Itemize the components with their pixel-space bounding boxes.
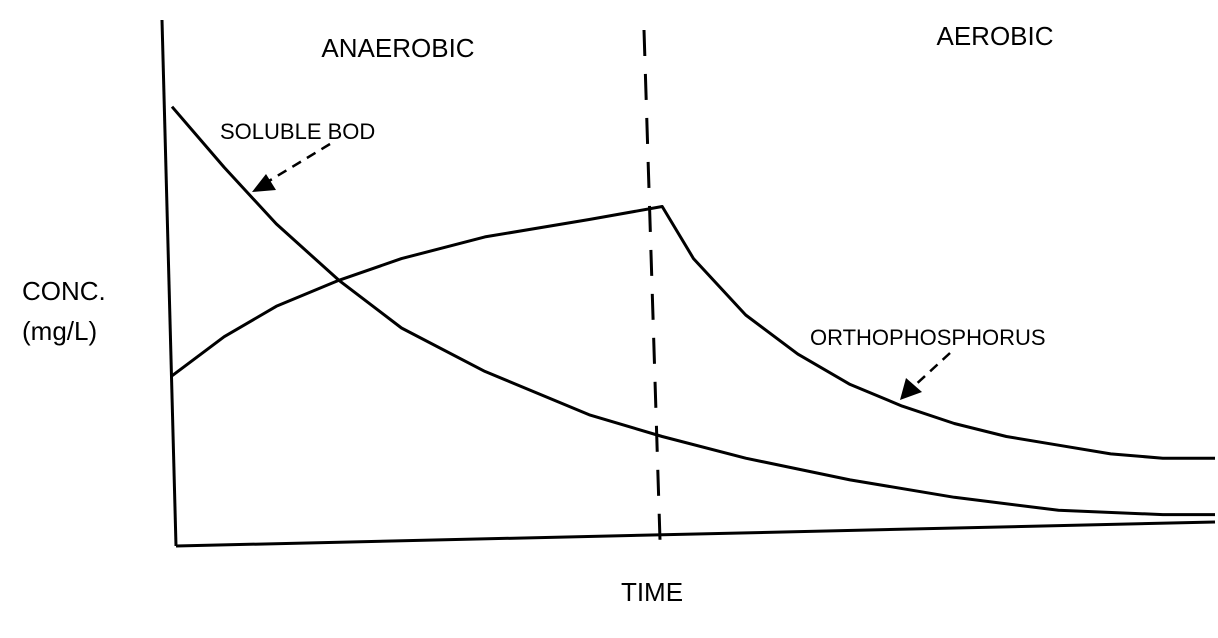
region-label-aerobic: AEROBIC xyxy=(936,21,1053,51)
soluble-bod-pointer-line xyxy=(263,142,331,186)
series-label-soluble-bod: SOLUBLE BOD xyxy=(220,119,375,144)
x-axis xyxy=(175,520,1216,548)
soluble-bod-arrowhead xyxy=(252,174,276,192)
axes xyxy=(160,19,1216,548)
series-line-orthophosphorus xyxy=(171,205,1215,460)
y-axis-label-line1: CONC. xyxy=(22,276,106,306)
orthophosphorus-pointer-line xyxy=(911,352,951,389)
orthophosphorus-arrowhead xyxy=(900,378,922,400)
region-label-anaerobic: ANAEROBIC xyxy=(321,33,474,63)
y-axis-label-line2: (mg/L) xyxy=(22,316,97,346)
series-label-orthophosphorus: ORTHOPHOSPHORUS xyxy=(810,325,1046,350)
series-line-soluble-bod xyxy=(170,105,1215,517)
y-axis xyxy=(160,19,178,547)
x-axis-label: TIME xyxy=(621,577,683,607)
series-layer xyxy=(170,105,1215,517)
phase-divider xyxy=(642,29,662,541)
